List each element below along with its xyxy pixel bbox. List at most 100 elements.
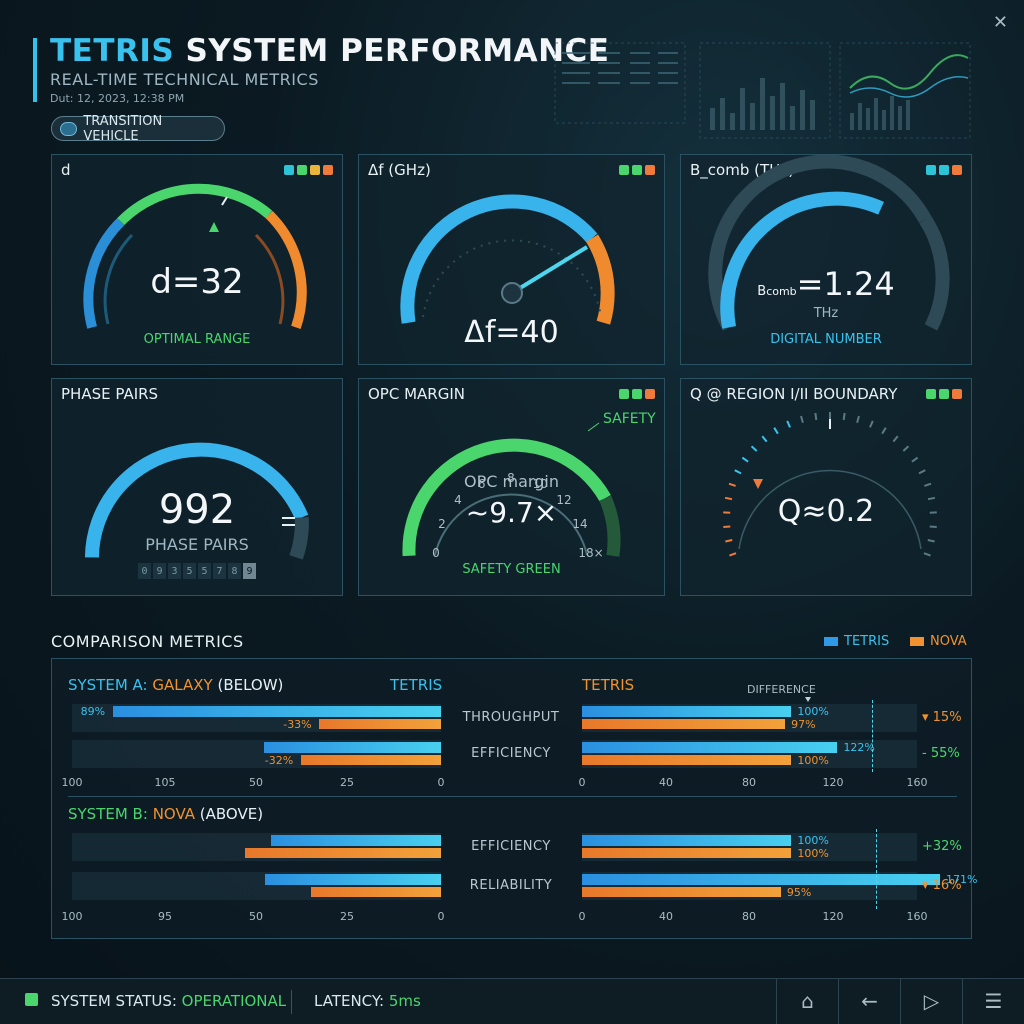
axis-tick-label: 80	[742, 776, 756, 789]
footer-bar	[0, 978, 1024, 1024]
menu-icon[interactable]: ☰	[962, 978, 1024, 1024]
panel-q-title: Q @ REGION I/II BOUNDARY	[690, 385, 898, 403]
gauge-b-comb-unit: THz	[813, 306, 839, 321]
system-a-right-header: TETRIS	[582, 676, 635, 694]
nova-bar-label: 95%	[786, 886, 812, 899]
nova-bar-label: 100%	[797, 847, 829, 860]
q-tick-mark	[927, 496, 936, 501]
gauge-b-comb-value: Bcomb=1.24	[681, 265, 971, 303]
tetris-bar-label: 100%	[797, 834, 829, 847]
home-icon[interactable]: ⌂	[776, 978, 838, 1024]
title-accent: TETRIS	[50, 33, 175, 69]
panel-q-status-dots	[926, 389, 962, 399]
panel-delta-f: Δf (GHz) Δf=40	[358, 154, 665, 365]
system-a-suffix: (BELOW)	[217, 676, 284, 694]
phase-digit: 3	[168, 563, 181, 579]
opc-tick-label: 10	[532, 476, 548, 491]
opc-tick-label: 8	[507, 471, 515, 485]
axis-tick-label: 80	[742, 910, 756, 923]
nova-bar	[582, 755, 792, 765]
opc-safety-label: SAFETY	[603, 411, 656, 427]
q-tick-mark	[924, 482, 932, 487]
opc-tick-label: 14	[572, 516, 588, 531]
q-tick-mark	[923, 552, 931, 557]
phase-digit: 9	[153, 563, 166, 579]
panel-b-comb: B_comb (THz) Bcomb=1.24 THz DIGITAL NUMB…	[680, 154, 972, 365]
q-tick-mark	[724, 496, 733, 501]
q-tick-mark	[902, 445, 910, 452]
axis-tick-label: 0	[437, 910, 445, 923]
panel-d-title: d	[61, 161, 71, 179]
system-a-name: GALAXY	[152, 676, 213, 694]
nova-bar	[300, 755, 441, 765]
axis-tick-label: 105	[154, 776, 176, 789]
forward-arrow-icon[interactable]: ▷	[900, 978, 962, 1024]
decorative-data-graphics	[554, 42, 971, 139]
system-a-left-header: TETRIS	[390, 676, 443, 694]
legend-tetris: TETRIS	[824, 634, 889, 649]
nova-bar-label: -32%	[264, 754, 294, 767]
panel-opc-margin-title: OPC MARGIN	[368, 385, 465, 403]
panel-d: d d=32 OPTIMAL RANGE	[51, 154, 343, 365]
gauge-d	[83, 183, 307, 330]
axis-tick-label: 100	[61, 910, 83, 923]
q-tick-mark	[761, 435, 768, 443]
gauge-d-value: d=32	[150, 262, 244, 302]
phase-digit: 5	[183, 563, 196, 579]
axis-tick-label: 50	[249, 776, 263, 789]
status-label: SYSTEM STATUS:	[51, 992, 177, 1010]
q-tick-mark	[842, 412, 846, 421]
comparison-title: COMPARISON METRICS	[51, 632, 244, 651]
q-tick-mark	[856, 415, 860, 424]
axis-tick-label: 40	[659, 910, 673, 923]
latency: LATENCY: 5ms	[314, 992, 421, 1010]
timestamp: Dut: 12, 2023, 12:38 PM	[50, 92, 185, 105]
status-value: OPERATIONAL	[181, 992, 287, 1010]
nova-bar	[311, 887, 441, 897]
phase-digit: 7	[213, 563, 226, 579]
q-tick-mark	[814, 412, 818, 421]
panel-opc-status-dots	[619, 389, 655, 399]
phase-digit: 5	[198, 563, 211, 579]
q-value: Q≈0.2	[777, 494, 875, 529]
opc-inner-label: OPC margin	[464, 472, 559, 491]
panel-phase-pairs-title: PHASE PAIRS	[61, 385, 159, 403]
system-b-prefix: SYSTEM B:	[68, 805, 148, 823]
back-arrow-icon[interactable]: ←	[838, 978, 900, 1024]
axis-tick-label: 160	[906, 776, 928, 789]
page-title: TETRIS SYSTEM PERFORMANCE	[50, 33, 609, 69]
transition-vehicle-label: TRANSITION VEHICLE	[83, 113, 163, 144]
nova-bar	[582, 719, 786, 729]
gauge-phase-pairs	[84, 442, 309, 560]
opc-tick-label: 4	[454, 492, 462, 507]
q-tick-mark	[773, 427, 779, 435]
gauge-b-comb-caption: DIGITAL NUMBER	[770, 332, 882, 347]
transition-vehicle-button[interactable]: TRANSITION VEHICLE	[51, 113, 225, 144]
nova-bar	[319, 719, 441, 729]
system-status: SYSTEM STATUS: OPERATIONAL	[51, 992, 286, 1010]
system-divider	[68, 796, 957, 797]
gauge-b-comb-value-sub: comb	[766, 285, 797, 298]
phase-digit: 9	[243, 563, 256, 579]
axis-tick-label: 25	[340, 910, 354, 923]
gauge-b-comb-value-prefix: B	[757, 284, 767, 299]
system-a-prefix: SYSTEM A:	[68, 676, 148, 694]
metric-label: THROUGHPUT	[462, 710, 560, 725]
close-icon[interactable]: ✕	[992, 12, 1008, 33]
q-tick-mark	[911, 456, 919, 463]
difference-marker	[805, 697, 811, 702]
tetris-bar	[582, 706, 792, 717]
phase-digit: 8	[228, 563, 241, 579]
comparison-panel	[51, 658, 972, 939]
gauge-q	[723, 412, 937, 557]
difference-label: DIFFERENCE	[747, 683, 816, 696]
opc-tick-label: 2	[438, 516, 446, 531]
nova-bar-label: 100%	[797, 754, 829, 767]
q-tick-mark	[734, 469, 742, 475]
title-rest: SYSTEM PERFORMANCE	[185, 33, 610, 69]
metric-label: EFFICIENCY	[471, 839, 551, 854]
page-subtitle: REAL-TIME TECHNICAL METRICS	[50, 70, 319, 89]
gauge-opc-margin	[402, 422, 621, 557]
tetris-bar	[582, 742, 838, 753]
